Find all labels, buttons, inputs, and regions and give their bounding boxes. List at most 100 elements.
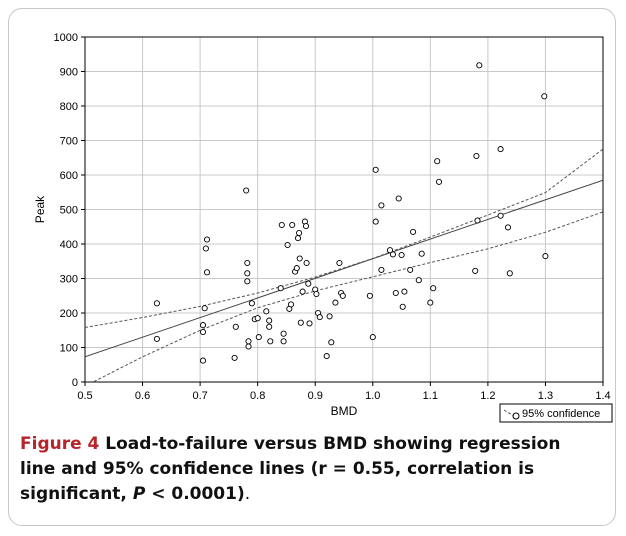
data-point	[435, 178, 443, 185]
data-point	[297, 319, 304, 326]
regression-lines	[85, 148, 603, 382]
data-point	[245, 338, 252, 345]
data-point	[153, 300, 160, 307]
data-point	[323, 353, 330, 360]
x-tick-label: 0.7	[192, 390, 207, 402]
data-point	[316, 314, 323, 321]
data-point	[202, 245, 209, 252]
data-point	[378, 202, 385, 209]
data-point	[296, 229, 303, 237]
data-point	[504, 224, 512, 231]
data-point	[415, 277, 422, 284]
y-tick-label: 100	[60, 343, 78, 355]
data-point	[366, 292, 373, 299]
regression-line	[85, 179, 603, 358]
data-point	[201, 305, 208, 312]
data-point	[541, 93, 548, 100]
data-point	[332, 299, 339, 306]
data-point	[231, 354, 238, 361]
legend-line-sample	[503, 409, 515, 417]
confidence-lower-line	[91, 211, 603, 382]
figure-frame	[8, 8, 616, 526]
data-point	[203, 269, 211, 276]
data-point	[266, 323, 273, 330]
y-tick-label: 0	[72, 377, 78, 389]
data-point	[296, 255, 303, 262]
x-tick-label: 1.4	[595, 390, 610, 402]
figure-caption: Figure 4 Load-to-failure versus BMD show…	[20, 432, 600, 507]
data-point	[430, 285, 437, 292]
data-point	[372, 166, 379, 173]
y-tick-label: 400	[60, 239, 78, 251]
data-point	[386, 247, 394, 254]
data-point	[418, 250, 425, 257]
y-tick-label: 800	[60, 101, 78, 113]
legend-marker	[512, 412, 520, 420]
data-point	[542, 253, 549, 260]
data-point	[277, 285, 284, 292]
data-point	[305, 280, 312, 287]
legend: 95% confidence	[499, 403, 613, 423]
x-axis-ticks: 0.5 0.6 0.7 0.8 0.9 1.0 1.1 1.2 1.3 1.4	[77, 382, 611, 402]
data-point	[497, 212, 504, 219]
data-point	[289, 221, 296, 229]
data-point	[287, 301, 295, 308]
data-point	[243, 187, 250, 194]
x-tick-label: 0.6	[135, 390, 150, 402]
x-tick-label: 1.1	[423, 390, 438, 402]
x-tick-label: 1.0	[365, 390, 380, 402]
data-point	[389, 251, 396, 258]
data-point	[294, 235, 302, 242]
data-point	[280, 338, 287, 345]
data-point	[474, 217, 481, 224]
data-point	[339, 292, 346, 299]
data-point	[395, 195, 402, 202]
data-point	[476, 62, 483, 69]
data-point	[407, 266, 414, 273]
data-point	[497, 146, 504, 153]
caption-tail: .	[244, 484, 251, 504]
x-tick-label: 0.9	[308, 390, 323, 402]
data-point	[199, 357, 207, 364]
x-tick-label: 0.5	[77, 390, 92, 402]
y-tick-label: 200	[60, 308, 78, 320]
data-point	[245, 343, 252, 350]
data-point	[244, 259, 251, 267]
data-point	[506, 270, 513, 277]
y-axis-ticks: 0 100 200 300 400 500 600 700 800 900 1000	[54, 32, 85, 389]
caption-text: Load-to-failure versus BMD showing regre…	[20, 434, 561, 504]
y-tick-label: 700	[60, 136, 78, 148]
data-point	[278, 221, 285, 229]
data-point	[248, 300, 255, 307]
data-point	[372, 218, 379, 225]
y-tick-label: 600	[60, 170, 78, 182]
y-tick-label: 500	[60, 205, 78, 217]
data-point	[280, 330, 287, 337]
caption-text-end: < 0.0001)	[145, 484, 245, 504]
confidence-upper-line	[85, 148, 603, 328]
data-point	[410, 228, 417, 235]
data-point	[232, 323, 239, 330]
y-axis-label: Peak	[33, 195, 47, 223]
x-tick-label: 1.3	[538, 390, 553, 402]
data-point	[326, 313, 333, 320]
data-point	[199, 322, 207, 329]
data-point	[302, 223, 310, 230]
data-point	[328, 339, 335, 346]
data-point	[267, 338, 274, 345]
data-point	[199, 328, 207, 336]
chart-grid	[85, 37, 603, 382]
data-point	[284, 241, 291, 249]
data-point	[369, 334, 376, 341]
data-points	[153, 62, 549, 364]
data-point	[153, 335, 160, 342]
y-tick-label: 900	[60, 67, 78, 79]
data-point	[263, 308, 270, 315]
data-point	[303, 259, 310, 267]
y-tick-label: 1000	[54, 32, 78, 44]
data-point	[399, 303, 406, 310]
x-tick-label: 0.8	[250, 390, 265, 402]
data-point	[378, 266, 385, 273]
data-point	[244, 278, 251, 285]
